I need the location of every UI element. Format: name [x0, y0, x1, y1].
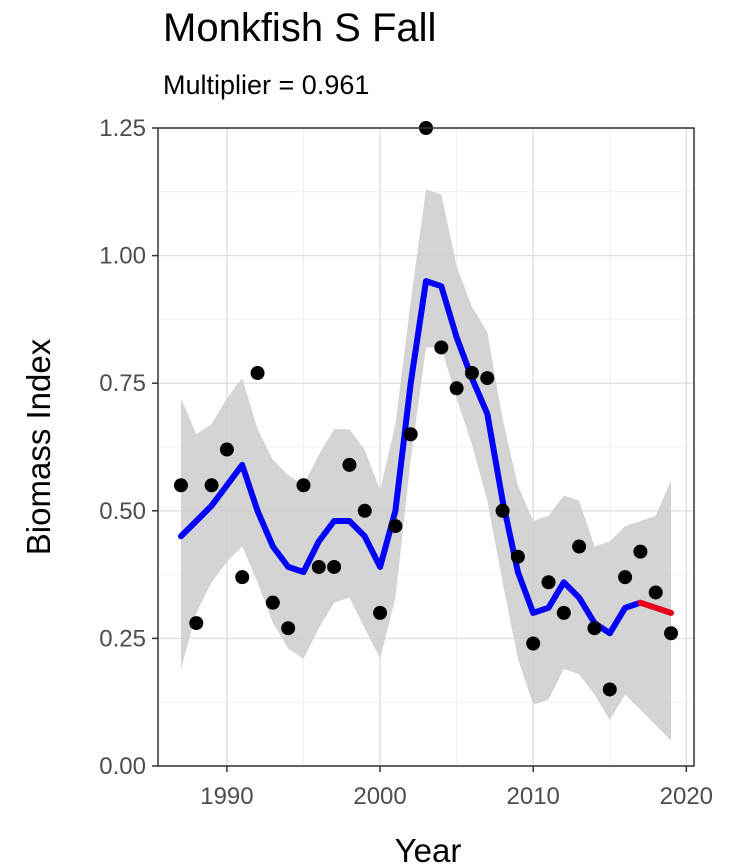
data-point — [572, 539, 587, 554]
chart-title: Monkfish S Fall — [163, 6, 437, 50]
data-point — [403, 427, 418, 442]
y-tick-label: 0.25 — [99, 625, 146, 652]
data-point — [250, 365, 265, 380]
data-point — [235, 570, 250, 585]
data-point — [189, 616, 204, 631]
data-point — [373, 605, 388, 620]
data-point — [648, 585, 663, 600]
x-tick-label: 2020 — [660, 783, 713, 810]
y-tick-label: 0.50 — [99, 498, 146, 525]
y-axis-title: Biomass Index — [20, 338, 57, 555]
data-point — [541, 575, 556, 590]
data-point — [388, 519, 403, 534]
data-point — [510, 549, 525, 564]
data-point — [173, 478, 188, 493]
data-points — [173, 121, 679, 697]
data-point — [281, 621, 296, 636]
data-point — [265, 595, 280, 610]
y-tick-label: 0.75 — [99, 370, 146, 397]
axes: 0.00 0.25 0.50 0.75 1.00 1.25 1990 2000 2010 2020 — [99, 115, 713, 810]
confidence-ribbon — [181, 189, 671, 741]
data-point — [618, 570, 633, 585]
recent-trend-line — [637, 599, 674, 616]
data-point — [556, 605, 571, 620]
data-point — [602, 682, 617, 697]
data-point — [327, 559, 342, 574]
data-point — [587, 621, 602, 636]
x-tick-label: 2010 — [507, 783, 560, 810]
data-point — [434, 340, 449, 355]
data-point — [633, 544, 648, 559]
data-point — [664, 626, 679, 641]
smooth-trend-line — [178, 278, 644, 637]
data-point — [526, 636, 541, 651]
data-point — [342, 457, 357, 472]
x-tick-label: 1990 — [200, 783, 253, 810]
x-axis-title: Year — [395, 832, 462, 868]
data-point — [495, 503, 510, 518]
x-tick-label: 2000 — [353, 783, 406, 810]
y-tick-label: 1.25 — [99, 115, 146, 142]
data-point — [204, 478, 219, 493]
data-point — [296, 478, 311, 493]
data-point — [311, 559, 326, 574]
data-point — [219, 442, 234, 457]
data-point — [464, 365, 479, 380]
y-tick-label: 1.00 — [99, 243, 146, 270]
y-tick-label: 0.00 — [99, 753, 146, 780]
panel-border — [157, 127, 695, 767]
data-point — [357, 503, 372, 518]
data-point — [449, 381, 464, 396]
chart-subtitle: Multiplier = 0.961 — [163, 70, 370, 100]
data-point — [480, 371, 495, 386]
